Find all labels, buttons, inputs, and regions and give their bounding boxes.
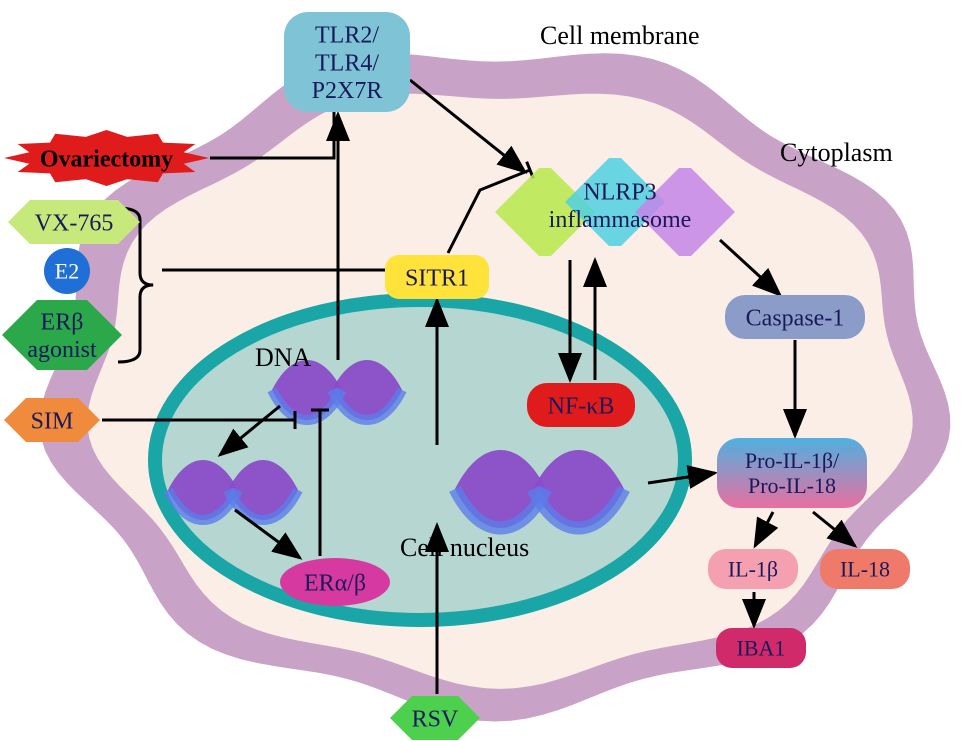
node-label: ERβ (41, 309, 84, 335)
cell-nucleus (155, 300, 685, 620)
diagram-svg: TLR2/TLR4/P2X7R Ovariectomy VX-765 E2 ERβago… (0, 0, 969, 741)
node-label: RSV (412, 706, 459, 732)
node-label: SIM (31, 408, 74, 434)
node-il18: IL-18 (820, 549, 910, 589)
node-label: IBA1 (737, 636, 786, 661)
node-nfkb: NF-κB (527, 383, 635, 427)
region-label-dna_label: DNA (255, 343, 312, 372)
node-label: IL-18 (840, 557, 890, 582)
node-iba1: IBA1 (716, 628, 806, 668)
node-label: E2 (55, 259, 79, 284)
node-label: ERα/β (304, 570, 366, 596)
node-label: IL-1β (728, 557, 778, 582)
region-label-cell_nucleus: Cell nucleus (400, 533, 529, 562)
node-caspase1: Caspase-1 (725, 295, 865, 339)
node-sitr1: SITR1 (385, 255, 489, 299)
node-proil: Pro-IL-1β/Pro-IL-18 (717, 438, 867, 508)
node-tlr: TLR2/TLR4/P2X7R (284, 12, 410, 112)
node-label: P2X7R (312, 78, 383, 104)
region-label-cytoplasm: Cytoplasm (780, 138, 893, 167)
node-label: Pro-IL-18 (748, 473, 836, 498)
region-label-cell_membrane: Cell membrane (540, 21, 700, 50)
node-il1b: IL-1β (708, 549, 798, 589)
node-label: NLRP3 (583, 179, 656, 205)
diagram-stage: TLR2/TLR4/P2X7R Ovariectomy VX-765 E2 ERβago… (0, 0, 969, 741)
node-eralpha: ERα/β (280, 558, 390, 606)
node-label: Caspase-1 (746, 305, 845, 331)
node-label: Pro-IL-1β/ (745, 448, 840, 473)
node-e2: E2 (44, 248, 90, 294)
node-vx765: VX-765 (8, 200, 140, 244)
node-label: inflammasome (549, 207, 692, 233)
node-label: SITR1 (405, 265, 469, 291)
node-label: TLR2/ (315, 23, 379, 49)
node-label: Ovariectomy (40, 146, 173, 172)
node-label: agonist (27, 337, 97, 363)
node-label: VX-765 (35, 210, 114, 236)
node-label: TLR4/ (315, 50, 379, 76)
node-label: NF-κB (548, 393, 615, 419)
